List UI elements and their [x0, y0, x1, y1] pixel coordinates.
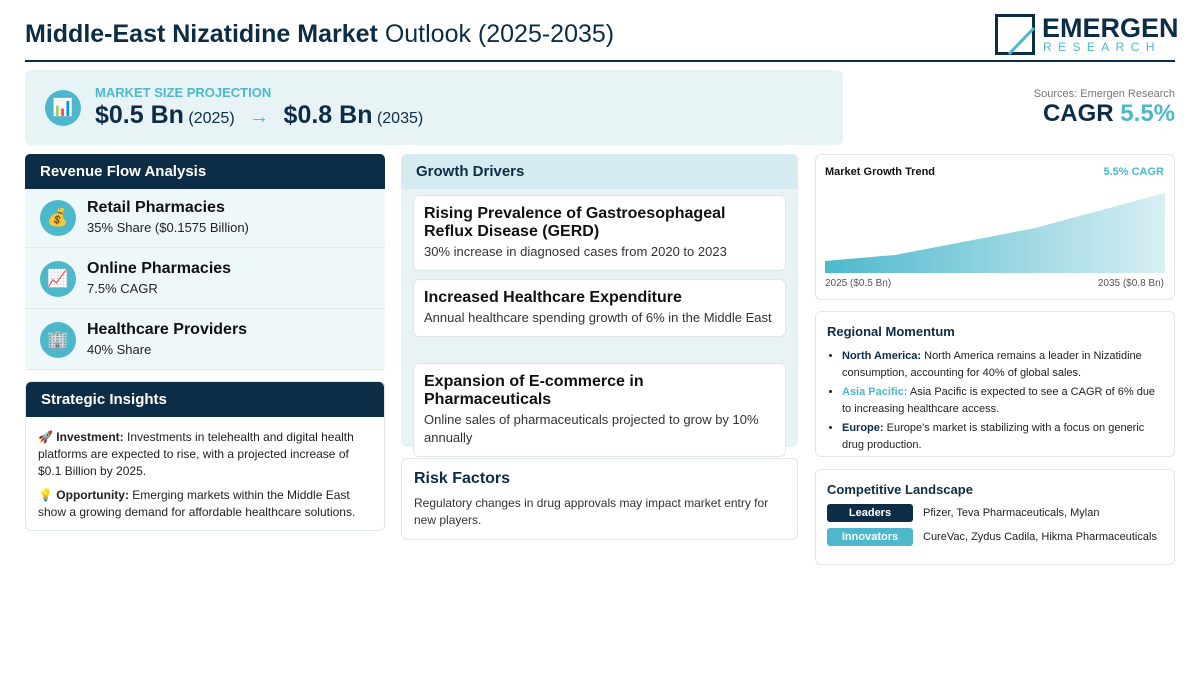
projection-label: MARKET SIZE PROJECTION: [95, 85, 272, 100]
logo-mark: [995, 14, 1035, 55]
insights-panel: Strategic Insights 🚀 Investment: Investm…: [25, 381, 385, 531]
region-name: North America:: [842, 350, 922, 362]
competitive-companies: Pfizer, Teva Pharmaceuticals, Mylan: [923, 507, 1100, 519]
insights-title: Strategic Insights: [26, 382, 384, 417]
cagr-label: CAGR: [1042, 100, 1114, 127]
title: Middle-East Nizatidine Market Outlook (2…: [25, 20, 614, 49]
trend-title: Market Growth Trend: [825, 166, 936, 178]
regional-title: Regional Momentum: [827, 324, 955, 339]
driver-title: Expansion of E-commerce in Pharmaceutica…: [424, 373, 644, 408]
revenue-icon: 📈: [40, 261, 76, 297]
region-item: Europe: Europe's market is stabilizing w…: [842, 420, 1163, 453]
region-text: Asia Pacific is expected to see a CAGR o…: [842, 386, 1156, 415]
driver-title: Increased Healthcare Expenditure: [424, 289, 682, 306]
title-bold: Middle-East Nizatidine Market: [25, 20, 378, 48]
competitive-row: Leaders Pfizer, Teva Pharmaceuticals, Myl…: [827, 504, 1163, 522]
logo-name: EMERGEN: [1042, 13, 1179, 43]
insight-icon: 🚀: [38, 430, 53, 444]
revenue-item: 🏢 Healthcare Providers 40% Share: [25, 309, 385, 370]
revenue-detail: 7.5% CAGR: [87, 281, 158, 296]
cagr-value: 5.5%: [1120, 100, 1175, 127]
regional-panel: Regional Momentum North America: North A…: [815, 311, 1175, 457]
insight: 💡 Opportunity: Emerging markets within t…: [38, 487, 372, 521]
driver-title: Rising Prevalence of Gastroesophageal Re…: [424, 205, 726, 240]
competitive-tag: Leaders: [827, 504, 913, 522]
end-year: (2035): [376, 110, 424, 127]
insight-icon: 💡: [38, 488, 53, 502]
header-rule: [25, 60, 1175, 62]
risk-text: Regulatory changes in drug approvals may…: [414, 496, 769, 527]
insight-text: Investments in telehealth and digital he…: [38, 430, 354, 478]
insight-label: Investment:: [56, 430, 124, 444]
region-text: North America remains a leader in Nizati…: [842, 350, 1142, 379]
region-name: Asia Pacific:: [842, 386, 908, 398]
revenue-icon: 🏢: [40, 322, 76, 358]
insight: 🚀 Investment: Investments in telehealth …: [38, 429, 372, 480]
insight-label: Opportunity:: [56, 488, 129, 502]
arrow: →: [249, 106, 270, 128]
competitive-panel: Competitive Landscape Leaders Pfizer, Tev…: [815, 469, 1175, 565]
revenue-title: Revenue Flow Analysis: [25, 154, 385, 189]
revenue-detail: 35% Share ($0.1575 Billion): [87, 220, 249, 235]
projection-icon: 📊: [45, 90, 81, 126]
competitive-row: Innovators CureVac, Zydus Cadila, Hikma P…: [827, 528, 1163, 546]
trend-area: [825, 193, 1165, 273]
revenue-icon: 💰: [40, 200, 76, 236]
title-rest: Outlook (2025-2035): [384, 20, 615, 48]
revenue-name: Online Pharmacies: [87, 260, 232, 277]
risk-panel: Risk Factors Regulatory changes in drug …: [401, 458, 798, 540]
sources: Sources: Emergen Research: [1033, 88, 1175, 100]
trend-start: 2025 ($0.5 Bn): [825, 278, 892, 289]
projection-values: $0.5 Bn (2025) → $0.8 Bn (2035): [95, 101, 423, 130]
driver-card: Increased Healthcare Expenditure Annual h…: [413, 279, 786, 337]
trend-cagr: 5.5% CAGR: [1103, 166, 1164, 178]
region-text: Europe's market is stabilizing with a fo…: [842, 422, 1145, 451]
revenue-item: 📈 Online Pharmacies 7.5% CAGR: [25, 248, 385, 309]
logo-sub: RESEARCH: [1043, 40, 1161, 54]
region-item: Asia Pacific: Asia Pacific is expected t…: [842, 384, 1163, 417]
trend-end: 2035 ($0.8 Bn): [1097, 278, 1164, 289]
driver-text: Annual healthcare spending growth of 6% …: [424, 310, 772, 325]
start-value: $0.5 Bn: [95, 101, 184, 129]
driver-text: Online sales of pharmaceuticals projecte…: [424, 412, 759, 445]
driver-card: Expansion of E-commerce in Pharmaceutica…: [413, 363, 786, 457]
revenue-item: 💰 Retail Pharmacies 35% Share ($0.1575 Bil…: [25, 187, 385, 248]
trend-panel: Market Growth Trend 5.5% CAGR 2025 ($0.5…: [815, 154, 1175, 300]
revenue-detail: 40% Share: [87, 342, 152, 357]
competitive-tag: Innovators: [827, 528, 913, 546]
driver-card: Rising Prevalence of Gastroesophageal Re…: [413, 195, 786, 271]
region-name: Europe:: [842, 422, 884, 434]
revenue-name: Healthcare Providers: [87, 321, 248, 338]
drivers-panel: Growth Drivers Rising Prevalence of Gast…: [401, 154, 798, 457]
competitive-companies: CureVac, Zydus Cadila, Hikma Pharmaceuti…: [923, 531, 1157, 543]
revenue-name: Retail Pharmacies: [87, 199, 225, 216]
projection-box: 📊 MARKET SIZE PROJECTION $0.5 Bn (2025) …: [25, 70, 843, 145]
competitive-title: Competitive Landscape: [827, 482, 973, 497]
insight-text: Emerging markets within the Middle East …: [38, 488, 356, 519]
risk-title: Risk Factors: [414, 470, 511, 487]
drivers-title: Growth Drivers: [401, 154, 798, 189]
cagr: CAGR 5.5%: [1043, 100, 1175, 128]
region-item: North America: North America remains a l…: [842, 348, 1163, 381]
revenue-panel: Revenue Flow Analysis 💰 Retail Pharmacies…: [25, 154, 385, 370]
start-year: (2025): [188, 110, 235, 127]
end-value: $0.8 Bn: [283, 101, 373, 129]
driver-text: 30% increase in diagnosed cases from 202…: [424, 244, 727, 259]
